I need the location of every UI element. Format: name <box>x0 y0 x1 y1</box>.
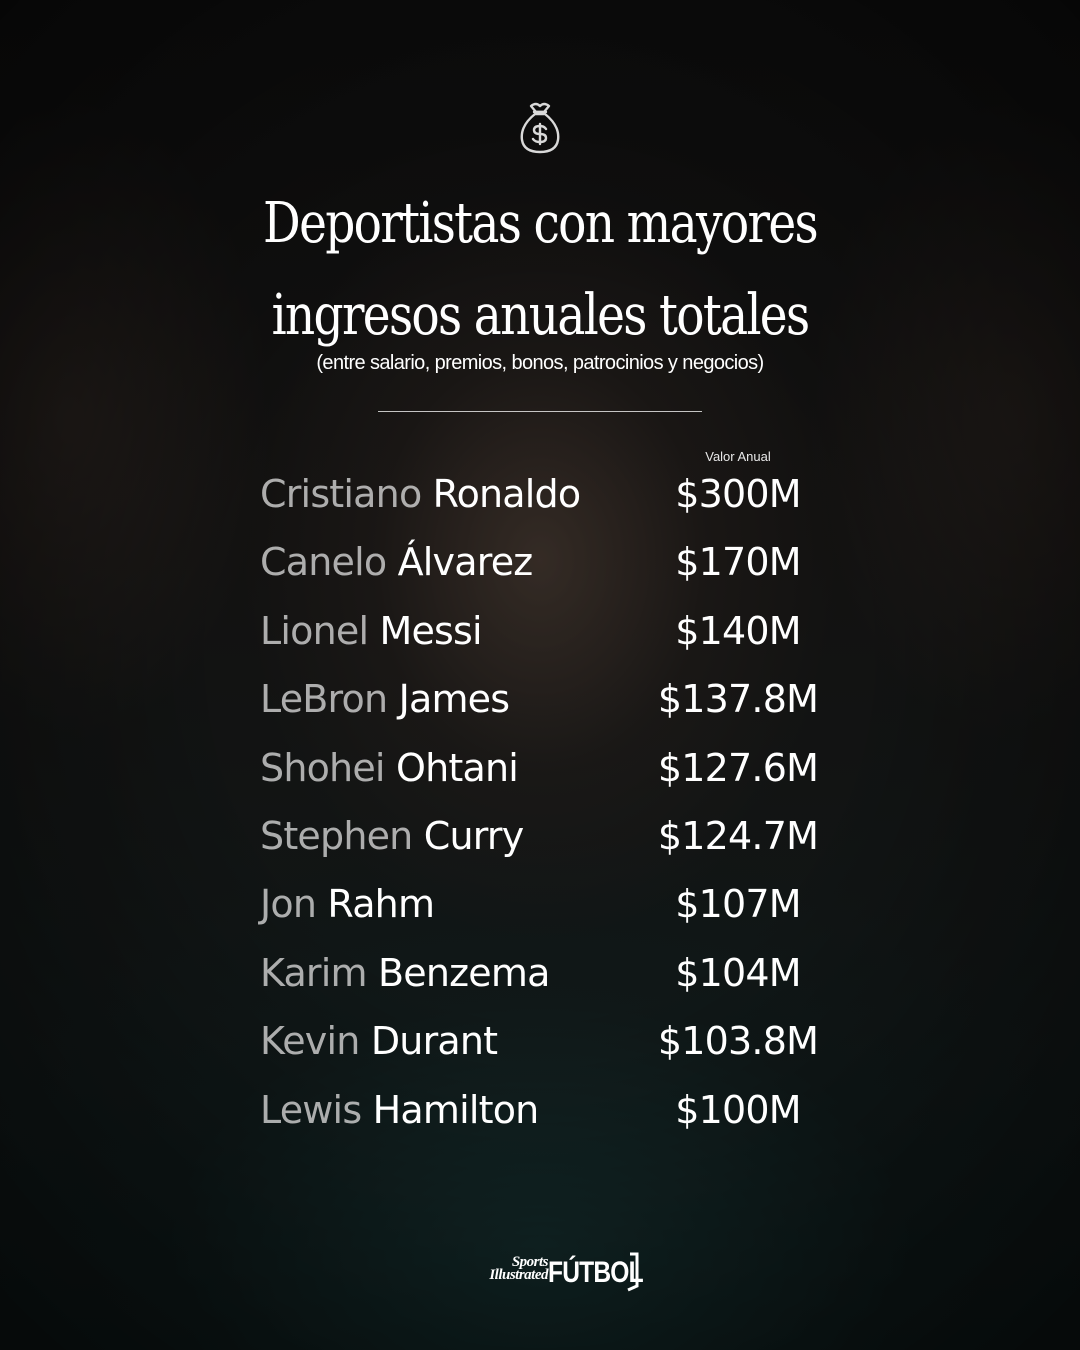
brand-logo: Sports Illustrated FÚTBOL <box>430 1246 650 1306</box>
last-name: Álvarez <box>397 540 534 585</box>
annual-value: $137.8M <box>657 677 819 722</box>
list-item: Lionel Messi $140M <box>0 601 1080 669</box>
annual-value: $124.7M <box>657 813 819 858</box>
annual-value: $300M <box>675 472 801 516</box>
first-name: LeBron <box>260 677 388 722</box>
list-item: Shohei Ohtani $127.6M <box>0 738 1080 806</box>
first-name: Lewis <box>260 1087 362 1132</box>
logo-bracket-icon <box>627 1252 639 1292</box>
list-item: Canelo Álvarez $170M <box>0 532 1080 600</box>
brand-line-1: Sports <box>511 1254 549 1270</box>
earnings-list: Cristiano Ronaldo $300M Canelo Álvarez $… <box>0 464 1080 1148</box>
list-item: Cristiano Ronaldo $300M <box>0 464 1080 532</box>
money-bag-icon <box>516 100 564 156</box>
list-item: Karim Benzema $104M <box>0 943 1080 1011</box>
futbol-wordmark: FÚTBOL <box>548 1256 644 1289</box>
last-name: Ronaldo <box>432 472 581 516</box>
athlete-name: Canelo Álvarez <box>260 540 534 585</box>
annual-value: $107M <box>675 882 801 927</box>
last-name: Messi <box>379 608 482 653</box>
subtitle: (entre salario, premios, bonos, patrocin… <box>316 352 764 374</box>
athlete-name: Karim Benzema <box>260 951 550 995</box>
athlete-name: Stephen Curry <box>260 813 524 858</box>
athlete-name: LeBron James <box>260 677 510 722</box>
first-name: Shohei <box>260 745 385 790</box>
brand-line-2: Illustrated <box>489 1267 548 1283</box>
list-item: Stephen Curry $124.7M <box>0 806 1080 874</box>
last-name: Ohtani <box>395 745 519 790</box>
athlete-name: Lewis Hamilton <box>260 1087 540 1132</box>
athlete-name: Shohei Ohtani <box>260 745 519 790</box>
first-name: Kevin <box>260 1019 360 1064</box>
first-name: Canelo <box>260 540 387 585</box>
last-name: Benzema <box>378 950 550 995</box>
title-line-1: Deportistas con mayores <box>263 191 819 256</box>
annual-value: $127.6M <box>657 745 819 790</box>
first-name: Jon <box>260 882 317 927</box>
first-name: Lionel <box>260 608 369 653</box>
first-name: Cristiano <box>260 472 422 516</box>
annual-value: $170M <box>675 540 801 585</box>
last-name: Curry <box>423 813 524 858</box>
value-column-header: Valor Anual <box>705 449 771 464</box>
last-name: Hamilton <box>372 1087 540 1132</box>
athlete-name: Kevin Durant <box>260 1019 498 1064</box>
list-item: Jon Rahm $107M <box>0 874 1080 942</box>
annual-value: $100M <box>675 1087 801 1132</box>
athlete-name: Cristiano Ronaldo <box>260 472 581 516</box>
first-name: Karim <box>260 950 368 995</box>
list-item: Kevin Durant $103.8M <box>0 1011 1080 1079</box>
divider <box>378 411 702 412</box>
last-name: Durant <box>370 1019 498 1064</box>
sports-illustrated-wordmark: Sports Illustrated <box>436 1254 549 1283</box>
title-line-2: ingresos anuales totales <box>271 283 811 348</box>
athlete-name: Lionel Messi <box>260 608 483 653</box>
last-name: Rahm <box>327 882 435 927</box>
first-name: Stephen <box>260 813 413 858</box>
annual-value: $104M <box>675 950 801 995</box>
annual-value: $140M <box>675 608 801 653</box>
annual-value: $103.8M <box>657 1019 819 1064</box>
athlete-name: Jon Rahm <box>260 882 435 927</box>
last-name: James <box>398 677 510 722</box>
list-item: Lewis Hamilton $100M <box>0 1080 1080 1148</box>
list-item: LeBron James $137.8M <box>0 669 1080 737</box>
page-title: Deportistas con mayores ingresos anuales… <box>86 178 993 362</box>
